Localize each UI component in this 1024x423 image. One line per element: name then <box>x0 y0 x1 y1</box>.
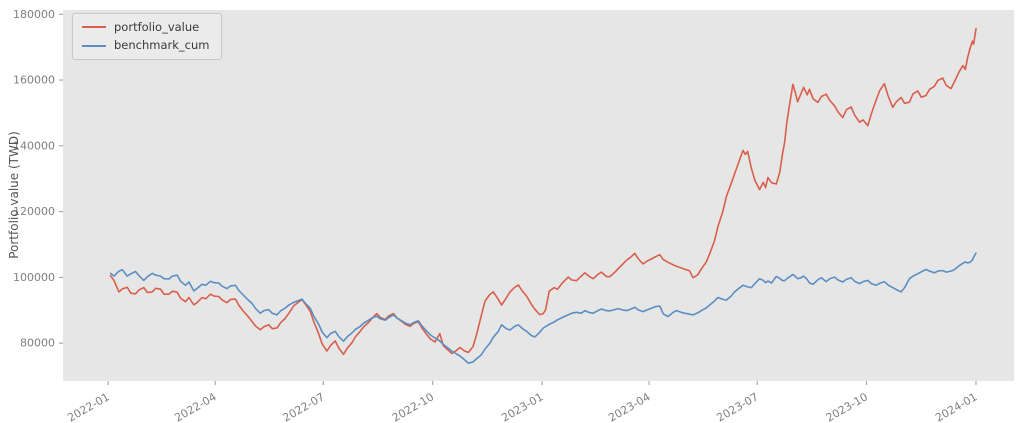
x-tick-label: 2022-01 <box>65 390 111 423</box>
legend-item-portfolio-value: portfolio_value <box>82 20 209 34</box>
y-tick-label: 180000 <box>13 8 55 21</box>
y-axis-title: Portfolio value (TWD) <box>7 131 21 259</box>
legend-label: portfolio_value <box>114 20 200 34</box>
x-tick-label: 2022-07 <box>281 390 327 423</box>
legend-label: benchmark_cum <box>114 38 210 53</box>
benchmark-cum-line-swatch <box>82 44 106 47</box>
x-tick-label: 2022-04 <box>172 390 218 423</box>
legend-item-benchmark-cum: benchmark_cum <box>82 38 209 52</box>
y-tick-label: 160000 <box>13 74 55 87</box>
x-tick-label: 2023-07 <box>714 390 760 423</box>
x-tick-label: 2023-10 <box>824 390 870 423</box>
y-tick-label: 80000 <box>20 337 55 350</box>
x-tick-label: 2023-04 <box>606 390 652 423</box>
legend: portfolio_value benchmark_cum <box>72 13 223 60</box>
x-tick-label: 2023-01 <box>499 390 545 423</box>
plot-area <box>63 10 1014 381</box>
series-line-benchmark_cum <box>109 252 977 365</box>
x-tick-label: 2022-10 <box>390 390 436 423</box>
portfolio-value-line-swatch <box>82 26 106 29</box>
series-line-portfolio_value <box>109 27 977 356</box>
y-tick-label: 100000 <box>13 271 55 284</box>
y-tick-label: 140000 <box>13 139 55 152</box>
x-tick-label: 2024-01 <box>933 390 979 423</box>
y-tick-label: 120000 <box>13 205 55 218</box>
